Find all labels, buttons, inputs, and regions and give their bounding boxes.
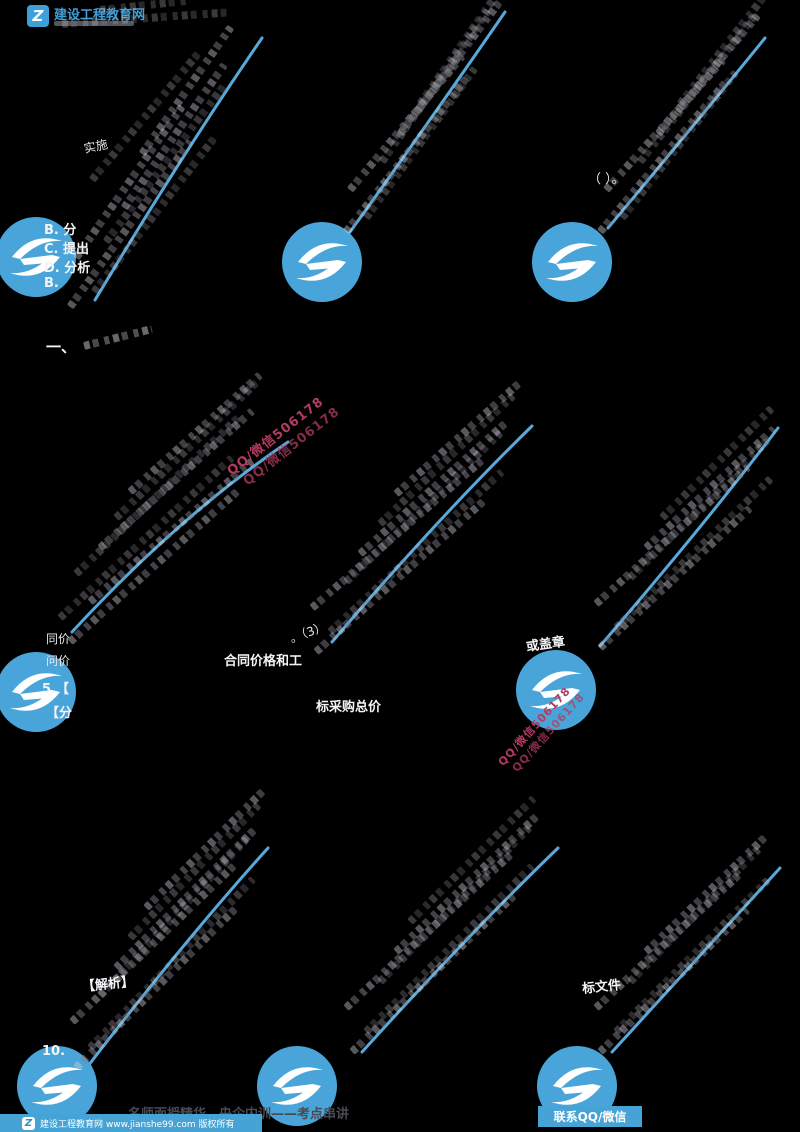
section-heading: 一、 <box>46 338 77 356</box>
question-10-label: 10. <box>42 1044 66 1059</box>
answer-text: B. <box>44 276 59 291</box>
text-fragment: 同价 <box>46 632 71 646</box>
distorted-text-streak <box>618 69 740 221</box>
text-fragment: 标文件 <box>581 977 622 997</box>
text-fragment: 或盖章 <box>525 634 566 655</box>
distorted-text-streak <box>377 392 516 527</box>
footer-copyright-text: 建设工程教育网 www.jianshe99.com 版权所有 <box>40 1119 235 1130</box>
distorted-text-streak <box>407 795 537 925</box>
distorted-text-streak <box>362 65 478 221</box>
blank-brackets-text: （ ）。 <box>588 172 625 187</box>
header-subtitle-streak <box>54 21 134 26</box>
circle-watermark-logo <box>282 222 362 302</box>
distorted-text-streak <box>66 138 194 310</box>
footer-copyright-bar: Z 建设工程教育网 www.jianshe99.com 版权所有 <box>0 1114 262 1132</box>
option-c-text: C. 提出 <box>44 242 90 257</box>
header-logo: Z <box>27 5 49 27</box>
text-fragment: 问价 <box>46 654 71 668</box>
distorted-text-streak <box>363 863 535 1035</box>
header-brand: 建设工程教育网 <box>54 8 146 23</box>
text-fragment: 标采购总价 <box>316 700 382 715</box>
footer-logo: Z <box>22 1116 35 1130</box>
distorted-text-streak <box>67 488 240 645</box>
option-b-text: B. 分 <box>44 223 77 238</box>
distorted-text-streak <box>127 802 262 941</box>
distorted-text-streak <box>102 83 227 245</box>
footer-contact-badge: 联系QQ/微信 <box>538 1106 642 1127</box>
text-fragment: 实施 <box>82 137 110 156</box>
analysis-label: 【解析】 <box>81 974 135 995</box>
distorted-text-streak <box>83 325 153 350</box>
option-d-text: D. 分析 <box>44 261 91 276</box>
circle-watermark-logo <box>532 222 612 302</box>
text-fragment: 合同价格和工 <box>224 654 303 669</box>
distorted-text-streak <box>659 405 775 521</box>
question-5-label: 5.【 <box>42 682 69 697</box>
distorted-text-streak <box>87 876 257 1051</box>
text-fragment: 【分 <box>46 706 73 721</box>
